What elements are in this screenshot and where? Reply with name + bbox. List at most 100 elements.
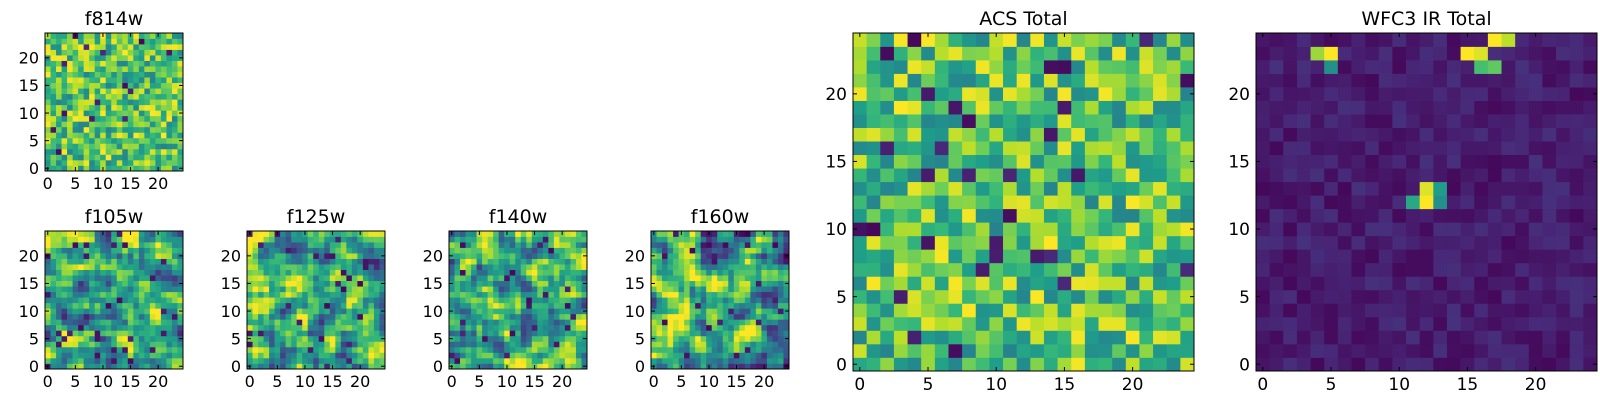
heatmap-cell (509, 319, 516, 326)
heatmap-cell (56, 242, 62, 248)
heatmap-cell (149, 77, 156, 84)
heatmap-cell (45, 154, 51, 161)
heatmap-cell (94, 154, 101, 161)
heatmap-cell (78, 291, 84, 298)
heatmap-cell (1378, 357, 1393, 372)
heatmap-cell (526, 264, 533, 270)
heatmap-cell (559, 302, 566, 309)
heatmap-cell (750, 258, 757, 265)
heatmap-cell (127, 44, 134, 50)
heatmap-cell (921, 262, 936, 277)
heatmap-cell (138, 264, 145, 270)
heatmap-cell (673, 247, 679, 254)
heatmap-cell (78, 324, 84, 331)
heatmap-cell (1474, 303, 1489, 318)
heatmap-cell (67, 49, 73, 56)
heatmap-cell (78, 132, 84, 139)
heatmap-cell (542, 236, 549, 243)
heatmap-cell (1515, 289, 1530, 304)
heatmap-cell (307, 302, 314, 309)
heatmap-cell (1487, 168, 1502, 183)
heatmap-cell (893, 181, 908, 196)
heatmap-cell (1125, 100, 1140, 115)
heatmap-cell (1474, 127, 1489, 142)
heatmap-cell (247, 297, 253, 304)
x-tick-label: 20 (1122, 375, 1144, 395)
heatmap-cell (111, 55, 118, 61)
heatmap-cell (105, 330, 112, 337)
heatmap-cell (72, 269, 79, 276)
heatmap-cell (1016, 235, 1031, 250)
heatmap-cell (509, 324, 516, 331)
heatmap-cell (160, 71, 167, 78)
heatmap-cell (1337, 235, 1352, 250)
heatmap-cell (247, 324, 253, 331)
heatmap-cell (1419, 289, 1434, 304)
heatmap-cell (880, 222, 895, 237)
heatmap-cell (368, 302, 375, 309)
heatmap-cell (1296, 222, 1311, 237)
heatmap-cell (171, 253, 178, 259)
heatmap-cell (61, 104, 68, 111)
heatmap-cell (138, 236, 145, 243)
heatmap-cell (252, 335, 259, 342)
heatmap-cell (177, 258, 184, 265)
heatmap-cell (678, 258, 685, 265)
heatmap-cell (1392, 87, 1407, 101)
heatmap-cell (471, 247, 477, 254)
heatmap-cell (948, 208, 963, 223)
heatmap-cell (89, 363, 96, 370)
heatmap-cell (72, 143, 79, 150)
heatmap-cell (105, 341, 112, 348)
heatmap-cell (1419, 73, 1434, 88)
heatmap-cell (866, 100, 881, 115)
heatmap-cell (777, 280, 784, 287)
heatmap-cell (548, 313, 555, 320)
heatmap-cell (72, 330, 79, 337)
heatmap-cell (1269, 262, 1284, 277)
heatmap-cell (127, 132, 134, 139)
heatmap-cell (487, 324, 494, 331)
heatmap-cell (1296, 127, 1311, 142)
heatmap-cell (570, 247, 577, 254)
heatmap-cell (296, 352, 303, 359)
heatmap-cell (575, 258, 582, 265)
heatmap-cell (695, 236, 702, 243)
heatmap-cell (1139, 168, 1154, 183)
x-tick-label: 0 (1257, 375, 1268, 395)
heatmap-cell (880, 208, 895, 223)
heatmap-cell (50, 363, 57, 370)
heatmap-cell (61, 264, 68, 270)
heatmap-cell (1419, 181, 1434, 196)
heatmap-cell (280, 275, 286, 282)
heatmap-cell (280, 258, 286, 265)
heatmap-cell (83, 341, 90, 348)
heatmap-cell (291, 341, 298, 348)
heatmap-cell (166, 275, 173, 282)
heatmap-cell (67, 44, 73, 50)
heatmap-cell (487, 242, 494, 248)
heatmap-cell (263, 275, 270, 282)
heatmap-cell (1542, 114, 1557, 128)
heatmap-cell (1569, 141, 1584, 156)
heatmap-cell (1351, 262, 1366, 277)
heatmap-cell (1139, 100, 1154, 115)
heatmap-cell (1324, 181, 1339, 196)
heatmap-cell (1166, 87, 1181, 101)
heatmap-cells (45, 231, 184, 370)
heatmap-cell (575, 236, 582, 243)
heatmap-cell (1556, 33, 1571, 47)
heatmap-cell (575, 330, 582, 337)
heatmap-cell (346, 319, 353, 326)
heatmap-cell (1365, 46, 1380, 61)
heatmap-cell (1310, 235, 1325, 250)
heatmap-cell (1016, 249, 1031, 264)
heatmap-cell (116, 126, 123, 133)
heatmap-cell (72, 49, 79, 56)
heatmap-cell (1057, 316, 1072, 331)
heatmap-cell (761, 253, 768, 259)
heatmap-cell (1419, 60, 1434, 74)
heatmap-cell (465, 269, 472, 276)
heatmap-cell (83, 291, 90, 298)
